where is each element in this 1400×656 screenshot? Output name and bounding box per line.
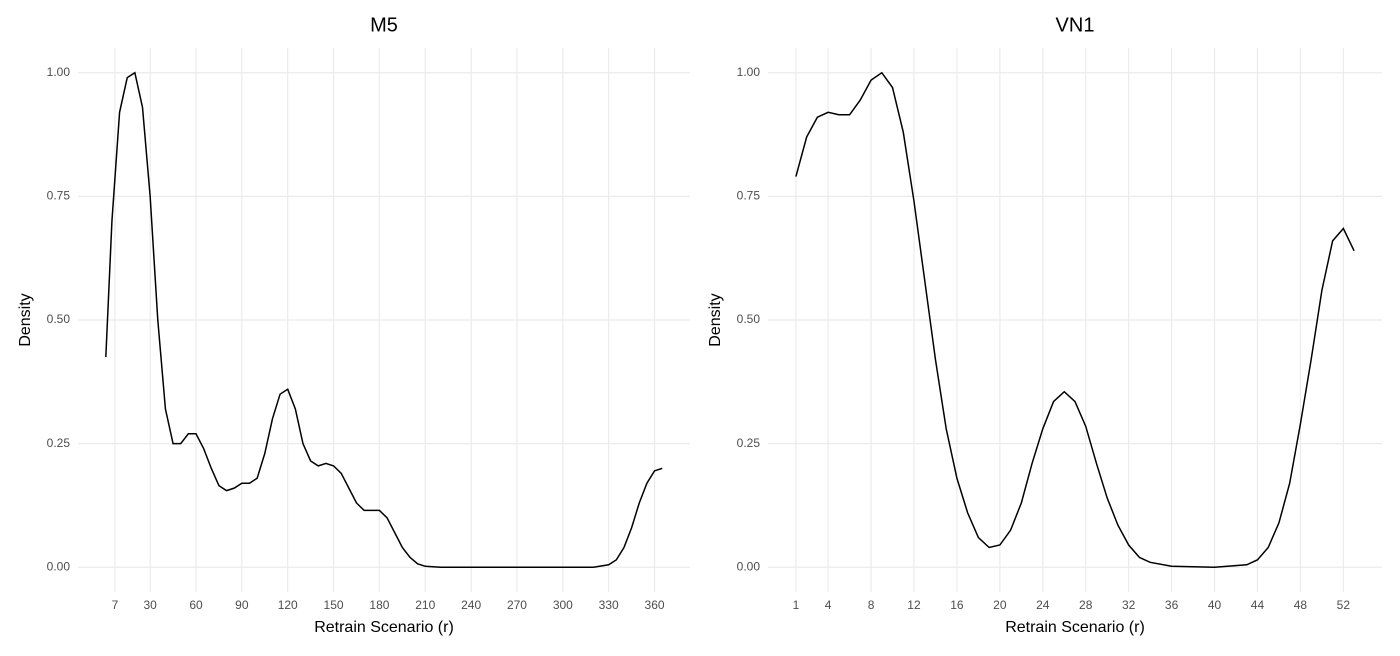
x-tick-label: 270 [507,598,527,612]
x-tick-label: 90 [235,598,249,612]
y-tick-label: 0.75 [47,189,71,203]
y-tick-label: 1.00 [47,65,71,79]
x-tick-label: 44 [1251,598,1265,612]
x-tick-label: 48 [1294,598,1308,612]
y-tick-label: 0.50 [737,312,761,326]
x-tick-label: 150 [324,598,344,612]
density-line [105,71,663,569]
x-tick-label: 1 [793,598,800,612]
x-tick-label: 240 [461,598,481,612]
x-tick-label: 4 [825,598,832,612]
x-axis-label: Retrain Scenario (r) [314,619,454,636]
x-tick-label: 52 [1337,598,1351,612]
x-tick-label: 16 [950,598,964,612]
x-tick-label: 36 [1165,598,1179,612]
y-axis-label: Density [17,293,34,346]
y-tick-label: 0.00 [737,559,761,573]
y-tick-label: 1.00 [737,65,761,79]
x-tick-label: 360 [645,598,665,612]
x-tick-label: 24 [1036,598,1050,612]
x-tick-label: 120 [278,598,298,612]
x-tick-label: 28 [1079,598,1093,612]
y-axis-label: Density [707,293,724,346]
y-tick-label: 0.75 [737,189,761,203]
panel-title: M5 [370,14,398,36]
x-tick-label: 12 [907,598,921,612]
y-tick-label: 0.25 [737,436,761,450]
x-tick-label: 210 [415,598,435,612]
y-tick-label: 0.00 [47,559,71,573]
x-tick-label: 20 [993,598,1007,612]
x-tick-label: 8 [868,598,875,612]
density-line [795,71,1355,569]
y-tick-label: 0.50 [47,312,71,326]
x-tick-label: 180 [369,598,389,612]
x-tick-label: 7 [112,598,119,612]
y-tick-label: 0.25 [47,436,71,450]
x-tick-label: 300 [553,598,573,612]
x-axis-label: Retrain Scenario (r) [1005,619,1145,636]
panel-title: VN1 [1056,14,1095,36]
x-tick-label: 60 [189,598,203,612]
x-tick-label: 40 [1208,598,1222,612]
x-tick-label: 30 [143,598,157,612]
x-tick-label: 32 [1122,598,1136,612]
x-tick-label: 330 [599,598,619,612]
